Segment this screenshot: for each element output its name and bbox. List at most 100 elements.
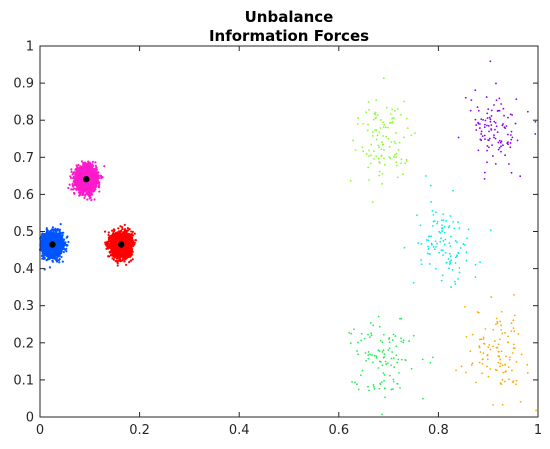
data-point (57, 233, 60, 236)
data-point (111, 229, 114, 232)
data-point (57, 255, 60, 258)
data-point (79, 179, 82, 182)
data-point (78, 193, 82, 196)
data-point (98, 190, 101, 193)
data-point (65, 250, 68, 253)
data-point (52, 228, 55, 231)
data-point (54, 257, 57, 260)
data-point (96, 172, 99, 176)
data-point (94, 173, 98, 176)
data-point (99, 174, 103, 177)
data-point (60, 255, 63, 259)
data-point (94, 161, 97, 164)
data-point (62, 250, 65, 254)
data-point (86, 198, 89, 201)
data-point (80, 169, 83, 172)
data-point (75, 182, 78, 185)
data-point (107, 233, 110, 237)
data-point (89, 178, 93, 181)
data-point (58, 228, 62, 231)
data-point (94, 167, 97, 170)
data-point (87, 172, 90, 175)
data-point (86, 164, 90, 167)
data-point (42, 236, 45, 239)
data-point (45, 227, 48, 230)
data-point (47, 236, 51, 239)
data-point (56, 240, 60, 244)
data-point (41, 239, 45, 243)
data-point (94, 177, 97, 180)
data-point (91, 175, 94, 178)
data-point (48, 232, 51, 236)
data-point (85, 168, 88, 171)
data-point (51, 226, 55, 229)
data-point (83, 187, 86, 190)
data-point (80, 177, 84, 180)
data-point (71, 182, 74, 186)
data-point (130, 259, 133, 262)
data-point (51, 232, 54, 235)
data-point (49, 230, 52, 233)
data-point (84, 170, 87, 173)
data-point (40, 243, 43, 246)
data-point (89, 165, 92, 168)
data-point (73, 176, 76, 179)
data-point (51, 235, 54, 239)
data-point (86, 186, 89, 189)
data-point (47, 240, 50, 243)
data-point (65, 236, 68, 239)
data-point (56, 228, 59, 231)
data-point (41, 249, 45, 252)
data-point (44, 241, 47, 245)
data-point (91, 163, 94, 166)
data-point (59, 231, 62, 235)
data-point (83, 196, 86, 200)
data-point (77, 185, 80, 188)
data-point (91, 160, 94, 163)
data-point (72, 185, 75, 188)
data-point (82, 163, 85, 166)
data-point (87, 162, 90, 165)
data-point (59, 245, 62, 248)
data-point (108, 250, 111, 254)
data-point (107, 231, 110, 234)
data-point (88, 192, 92, 196)
data-point (103, 230, 107, 233)
data-point (94, 164, 97, 167)
data-point (45, 244, 48, 247)
data-point (67, 186, 70, 190)
data-point (81, 171, 85, 174)
data-point (45, 228, 48, 231)
data-point (103, 165, 106, 168)
data-point (58, 253, 61, 256)
data-point (80, 190, 83, 193)
data-point (76, 171, 79, 174)
data-point (67, 240, 70, 244)
data-point (77, 163, 80, 167)
data-point (48, 255, 51, 258)
data-point (80, 160, 83, 163)
data-point (73, 180, 76, 184)
data-point (94, 183, 97, 186)
data-point (88, 195, 91, 198)
data-point (107, 255, 111, 258)
data-point (70, 168, 73, 171)
data-point (119, 225, 122, 228)
data-point (85, 191, 88, 195)
data-point (123, 223, 126, 226)
data-point (111, 257, 114, 260)
data-point (73, 187, 76, 190)
data-point (43, 245, 46, 248)
data-point (93, 186, 96, 190)
data-point (88, 197, 91, 200)
data-point (80, 186, 83, 189)
data-point (76, 165, 79, 169)
data-point (68, 183, 71, 186)
data-point (55, 235, 59, 238)
data-point (45, 234, 48, 237)
data-point (52, 257, 55, 260)
data-point (51, 260, 54, 263)
data-point (44, 248, 48, 251)
data-point (121, 228, 124, 231)
